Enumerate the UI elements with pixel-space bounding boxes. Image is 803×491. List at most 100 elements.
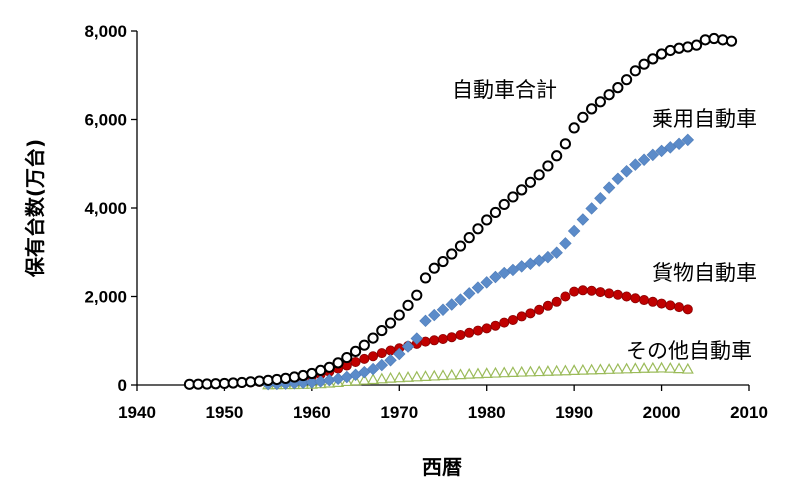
data-point (604, 288, 615, 299)
data-point (507, 314, 518, 325)
data-point (541, 250, 555, 264)
data-point (682, 41, 694, 53)
data-point (454, 368, 467, 380)
data-point (376, 348, 387, 359)
x-ticks: 1940 1950 1960 1970 1980 1990 2000 2010 (118, 385, 768, 422)
data-point (340, 370, 354, 384)
data-point (498, 366, 511, 378)
x-tick-label: 1990 (555, 403, 593, 422)
data-point (690, 39, 703, 51)
data-point (621, 291, 632, 302)
data-point (664, 361, 677, 373)
data-point (674, 302, 685, 313)
data-point (630, 293, 641, 304)
data-point (551, 150, 563, 162)
data-point (611, 362, 624, 374)
data-point (454, 293, 467, 306)
data-point (358, 339, 370, 351)
y-tick-label: 8,000 (84, 22, 127, 41)
data-point (603, 89, 615, 101)
series-label-passenger: 乗用自動車 (652, 107, 757, 131)
data-point (498, 198, 510, 211)
data-point (480, 276, 493, 289)
data-point (699, 34, 711, 46)
data-point (401, 340, 415, 353)
data-point (297, 369, 309, 382)
data-point (358, 373, 371, 385)
data-point (411, 289, 423, 301)
data-point (585, 202, 598, 215)
x-tick-label: 2000 (643, 403, 681, 422)
data-point (367, 373, 380, 385)
data-point (507, 191, 519, 203)
data-point (559, 138, 572, 150)
series-1 (261, 133, 695, 391)
data-point (569, 286, 580, 297)
data-point (524, 365, 537, 377)
data-point (489, 366, 502, 378)
data-point (463, 232, 475, 244)
data-point (428, 308, 441, 322)
data-point (393, 309, 405, 321)
data-point (366, 362, 380, 376)
data-point (533, 365, 546, 377)
data-point (359, 353, 370, 364)
data-point (454, 240, 467, 252)
data-point (594, 96, 606, 108)
data-point (472, 325, 483, 336)
data-point (525, 308, 536, 319)
series-0 (183, 32, 738, 390)
data-point (349, 345, 362, 357)
data-point (393, 371, 406, 383)
y-tick-label: 4,000 (84, 199, 127, 218)
data-point (288, 377, 301, 390)
data-point (350, 356, 361, 367)
data-point (437, 333, 448, 344)
data-point (550, 246, 563, 259)
data-point (332, 357, 344, 369)
data-point (621, 74, 633, 86)
data-point (725, 35, 738, 47)
data-point (481, 214, 493, 226)
x-tick-label: 2010 (730, 403, 768, 422)
series-label-other: その他自動車 (626, 339, 752, 363)
data-point (612, 82, 624, 94)
y-tick-label: 2,000 (84, 288, 127, 307)
x-tick-label: 1940 (118, 403, 156, 422)
data-point (481, 323, 492, 334)
data-point (620, 362, 633, 374)
data-point (629, 158, 642, 171)
data-point (655, 361, 668, 373)
data-point (576, 363, 589, 375)
data-point (428, 262, 440, 274)
data-point (586, 103, 598, 115)
series-label-total: 自動車合計 (452, 78, 557, 102)
x-axis-title: 西暦 (422, 455, 462, 479)
data-point (410, 332, 423, 345)
data-point (331, 372, 345, 386)
data-point (612, 289, 623, 300)
data-point (576, 213, 590, 226)
data-point (280, 372, 292, 384)
data-point (402, 371, 415, 382)
data-point (446, 332, 457, 343)
data-point (655, 144, 668, 158)
data-point (480, 367, 493, 379)
data-point (524, 176, 537, 188)
data-point (681, 133, 695, 147)
data-point (506, 366, 519, 377)
data-point (568, 364, 581, 375)
data-point (402, 299, 414, 311)
data-point (717, 34, 729, 46)
data-point (647, 53, 659, 65)
data-point (681, 362, 694, 374)
data-point (542, 160, 554, 172)
data-point (376, 324, 388, 337)
data-point (499, 317, 510, 328)
data-point (436, 303, 450, 316)
series-layer (183, 32, 738, 391)
data-point (533, 169, 545, 181)
x-tick-label: 1950 (206, 403, 244, 422)
data-point (410, 370, 423, 382)
